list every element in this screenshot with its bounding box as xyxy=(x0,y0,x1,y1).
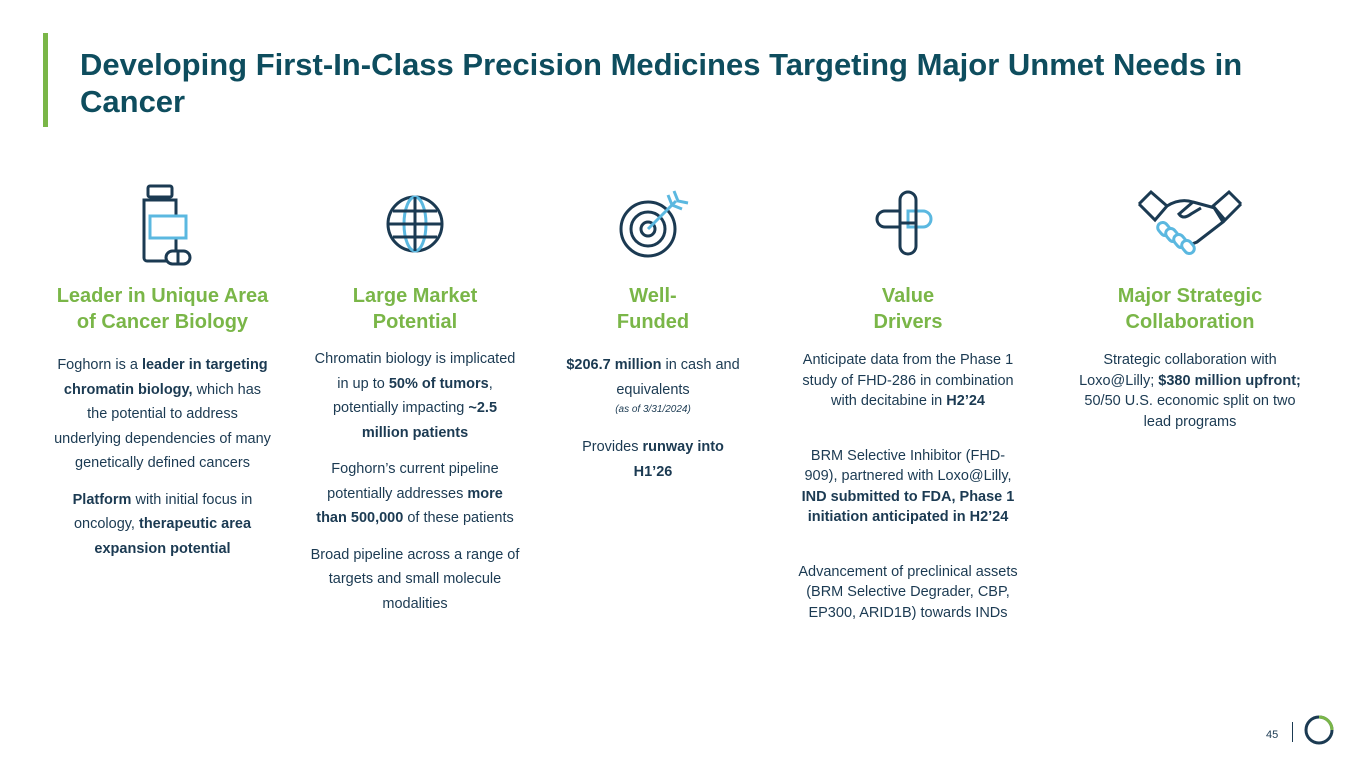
column-heading-line: of Cancer Biology xyxy=(76,311,249,333)
column-heading-line: Leader in Unique Area xyxy=(56,285,269,307)
column-paragraph: Platform with initial focus in oncology,… xyxy=(72,491,253,557)
column-heading-line: Major Strategic xyxy=(1117,285,1263,307)
column-heading-line: Funded xyxy=(616,311,690,333)
company-logo-icon xyxy=(1304,715,1334,745)
column-paragraph: Foghorn’s current pipeline potentially a… xyxy=(316,461,514,526)
title-accent-bar xyxy=(43,33,48,127)
medical-cross-icon xyxy=(875,190,933,255)
column-heading-line: Potential xyxy=(372,311,458,333)
column-funded: Well- Funded $206.7 million in cash and … xyxy=(553,165,753,496)
column-paragraph: BRM Selective Inhibitor (FHD-909), partn… xyxy=(801,447,1015,526)
column-heading-line: Well- xyxy=(629,285,677,307)
target-icon xyxy=(619,189,689,257)
column-collaboration: Major Strategic Collaboration Strategic … xyxy=(1068,165,1312,444)
column-paragraph: Chromatin biology is implicated in up to… xyxy=(314,351,516,441)
column-paragraph: Anticipate data from the Phase 1 study o… xyxy=(802,352,1014,409)
column-heading-line: Collaboration xyxy=(1125,311,1255,333)
column-heading-line: Drivers xyxy=(873,311,943,333)
footer-divider xyxy=(1292,722,1293,742)
column-paragraph: Advancement of preclinical assets (BRM S… xyxy=(798,563,1018,621)
column-leader: Leader in Unique Area of Cancer Biology … xyxy=(40,165,285,573)
page-number: 45 xyxy=(1266,729,1279,741)
medicine-bottle-icon xyxy=(142,184,191,266)
page-title: Developing First-In-Class Precision Medi… xyxy=(80,47,1243,119)
column-heading-line: Large Market xyxy=(352,285,478,307)
as-of-date-note: (as of 3/31/2024) xyxy=(615,404,691,415)
column-paragraph: Foghorn is a leader in targeting chromat… xyxy=(54,357,271,471)
column-market: Large Market Potential Chromatin biology… xyxy=(300,165,530,628)
column-paragraph: Provides runway into H1’26 xyxy=(582,439,724,480)
handshake-icon xyxy=(1137,189,1243,256)
column-paragraph: Strategic collaboration with Loxo@Lilly;… xyxy=(1079,352,1301,430)
column-paragraph: $206.7 million in cash and equivalents xyxy=(566,357,740,398)
globe-icon xyxy=(386,195,444,253)
column-heading-line: Value xyxy=(881,285,935,307)
column-value-drivers: Value Drivers Anticipate data from the P… xyxy=(792,165,1024,635)
column-paragraph: Broad pipeline across a range of targets… xyxy=(310,546,520,612)
